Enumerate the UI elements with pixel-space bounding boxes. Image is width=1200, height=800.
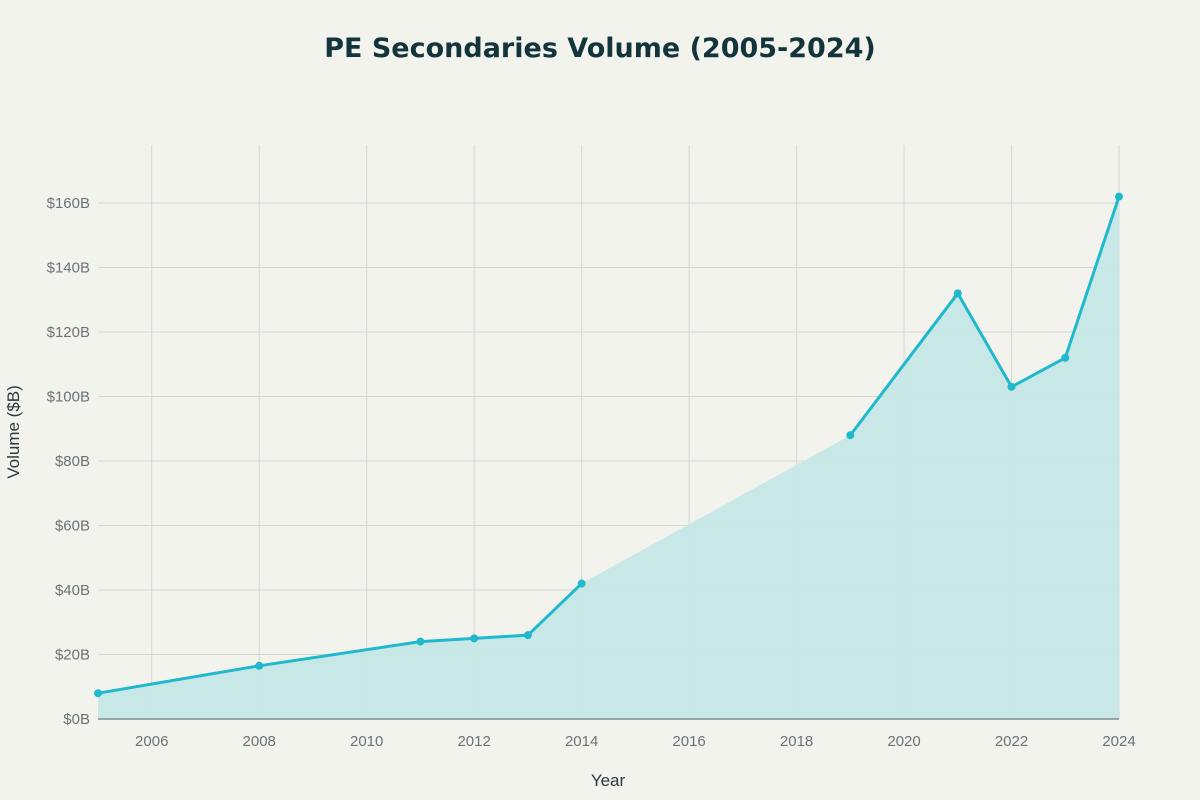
series-line-segment bbox=[97, 582, 583, 695]
x-tick-label: 2010 bbox=[350, 733, 383, 750]
data-point bbox=[1061, 353, 1070, 362]
chart-title: PE Secondaries Volume (2005-2024) bbox=[324, 33, 876, 64]
y-axis: $0B $20B $40B $60B $80B $100B $120B $140B $160B bbox=[47, 195, 1119, 728]
data-point bbox=[846, 431, 855, 440]
x-tick-label: 2008 bbox=[243, 733, 276, 750]
y-tick-label: $60B bbox=[55, 518, 90, 535]
data-point bbox=[94, 689, 102, 698]
x-tick-label: 2006 bbox=[135, 733, 168, 750]
x-tick-label: 2022 bbox=[995, 733, 1028, 750]
y-tick-label: $80B bbox=[55, 453, 90, 470]
data-point bbox=[523, 631, 532, 640]
area-layer bbox=[98, 196, 1119, 719]
data-point bbox=[1115, 192, 1123, 201]
data-point bbox=[255, 661, 264, 670]
data-point bbox=[470, 634, 479, 643]
x-tick-label: 2018 bbox=[780, 733, 813, 750]
x-axis-label: Year bbox=[591, 771, 626, 790]
x-axis: 2006 2008 2010 2012 2014 2016 2018 2020 2022 2024 bbox=[135, 733, 1136, 750]
y-tick-label: $0B bbox=[63, 711, 90, 728]
y-tick-label: $120B bbox=[47, 324, 90, 341]
data-point bbox=[1007, 382, 1016, 391]
data-point bbox=[577, 579, 586, 588]
y-tick-label: $140B bbox=[47, 260, 90, 277]
x-tick-label: 2020 bbox=[887, 733, 920, 750]
data-point bbox=[416, 637, 425, 646]
area-fill bbox=[98, 196, 1119, 719]
y-tick-label: $160B bbox=[47, 195, 90, 212]
x-tick-label: 2012 bbox=[457, 733, 490, 750]
y-tick-label: $20B bbox=[55, 647, 90, 664]
y-tick-label: $40B bbox=[55, 582, 90, 599]
y-tick-label: $100B bbox=[47, 389, 90, 406]
x-tick-label: 2016 bbox=[672, 733, 705, 750]
data-point bbox=[953, 289, 962, 298]
x-tick-label: 2024 bbox=[1102, 733, 1135, 750]
points-layer bbox=[94, 192, 1123, 698]
y-axis-label: Volume ($B) bbox=[4, 385, 23, 479]
x-tick-label: 2014 bbox=[565, 733, 598, 750]
